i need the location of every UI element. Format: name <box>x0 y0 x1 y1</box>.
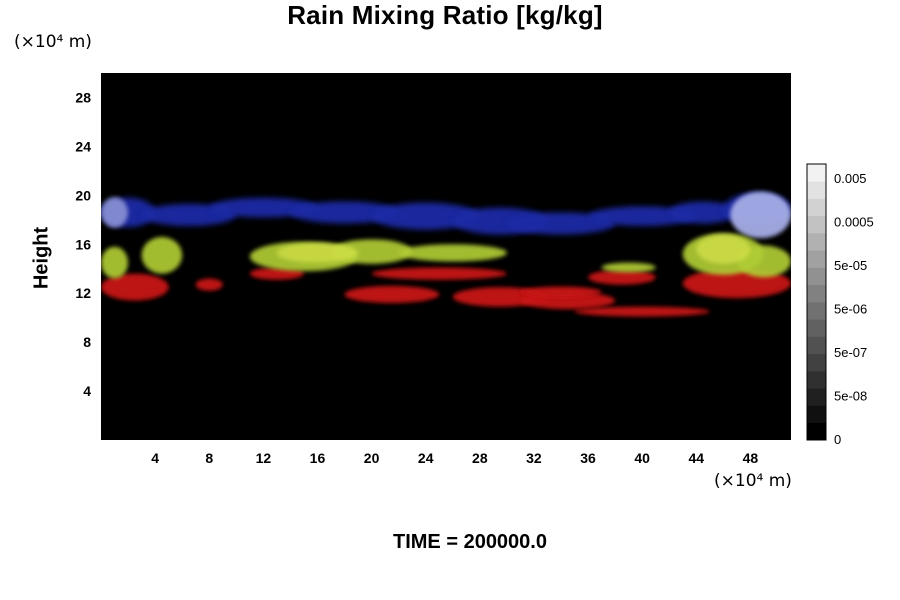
colorbar-swatch <box>807 198 826 217</box>
colorbar: 0.005 0.0005 5e-05 5e-06 5e-07 5e-08 0 <box>806 163 874 447</box>
x-tick-label: 12 <box>256 450 272 466</box>
rain-blob <box>588 269 656 285</box>
x-axis-ticks: 4 8 12 16 20 24 28 32 36 40 44 48 <box>151 450 758 466</box>
colorbar-swatch <box>807 284 826 303</box>
rain-blob <box>276 243 359 263</box>
colorbar-tick-label: 5e-06 <box>834 302 867 317</box>
colorbar-tick-label: 0 <box>834 432 841 447</box>
colorbar-swatch <box>807 302 826 320</box>
time-label: TIME = 200000.0 <box>393 531 547 553</box>
x-tick-label: 44 <box>689 450 705 466</box>
rain-blob <box>371 202 480 230</box>
y-tick-label: 24 <box>75 138 91 154</box>
y-tick-label: 8 <box>83 334 91 350</box>
colorbar-frame <box>806 163 827 441</box>
colorbar-swatch <box>807 353 826 372</box>
colorbar-swatch <box>807 336 826 355</box>
colorbar-tick-label: 0.0005 <box>834 215 874 230</box>
rain-blob <box>371 267 507 280</box>
rain-blob <box>101 197 129 228</box>
colorbar-tick-label: 5e-07 <box>834 345 867 360</box>
x-tick-label: 24 <box>418 450 434 466</box>
rain-blob <box>141 236 183 274</box>
x-tick-label: 36 <box>580 450 596 466</box>
rain-blob <box>101 273 169 301</box>
rain-blob <box>209 197 318 218</box>
colorbar-swatch <box>807 319 826 337</box>
colorbar-swatch <box>807 181 826 199</box>
colorbar-swatch <box>807 233 826 251</box>
colorbar-tick-label: 5e-08 <box>834 389 867 404</box>
x-tick-label: 16 <box>310 450 326 466</box>
rain-blob <box>669 201 737 224</box>
rain-blob <box>696 234 751 264</box>
x-tick-label: 4 <box>151 450 159 466</box>
rain-blob <box>601 262 656 273</box>
rain-blob <box>101 246 129 279</box>
rain-blob <box>520 286 602 298</box>
colorbar-swatch <box>807 388 826 406</box>
y-tick-label: 4 <box>83 383 91 399</box>
y-axis-label: Height <box>30 226 53 290</box>
y-tick-label: 16 <box>75 236 91 252</box>
colorbar-tick-label: 0.005 <box>834 171 867 186</box>
rain-blob <box>398 244 507 262</box>
x-tick-label: 40 <box>634 450 650 466</box>
x-tick-label: 48 <box>743 450 759 466</box>
rain-blob <box>574 306 710 317</box>
rain-blob <box>290 201 399 224</box>
rain-blob <box>344 285 440 303</box>
rain-blob <box>195 278 223 291</box>
rain-blob <box>588 206 697 226</box>
x-tick-label: 8 <box>205 450 213 466</box>
colorbar-tick-label: 5e-05 <box>834 258 867 273</box>
y-axis-ticks: 4 8 12 16 20 24 28 <box>75 89 91 399</box>
y-tick-label: 28 <box>75 89 91 105</box>
colorbar-swatch <box>807 422 826 441</box>
x-tick-label: 32 <box>526 450 542 466</box>
x-tick-label: 20 <box>364 450 380 466</box>
rain-field <box>101 191 791 317</box>
colorbar-swatch <box>807 371 826 389</box>
rain-blob <box>736 245 791 278</box>
y-tick-label: 12 <box>75 285 91 301</box>
rain-blob <box>730 191 791 239</box>
y-tick-label: 20 <box>75 187 91 203</box>
x-axis-unit: (×10⁴ m) <box>714 471 792 491</box>
rain-blob <box>506 212 616 235</box>
colorbar-swatch <box>807 405 826 424</box>
colorbar-swatch <box>807 215 826 234</box>
x-tick-label: 28 <box>472 450 488 466</box>
y-axis-unit: (×10⁴ m) <box>14 32 92 52</box>
colorbar-swatch <box>807 250 826 268</box>
colorbar-swatch <box>807 164 826 182</box>
chart-title: Rain Mixing Ratio [kg/kg] <box>287 0 603 30</box>
colorbar-swatch <box>807 267 826 286</box>
